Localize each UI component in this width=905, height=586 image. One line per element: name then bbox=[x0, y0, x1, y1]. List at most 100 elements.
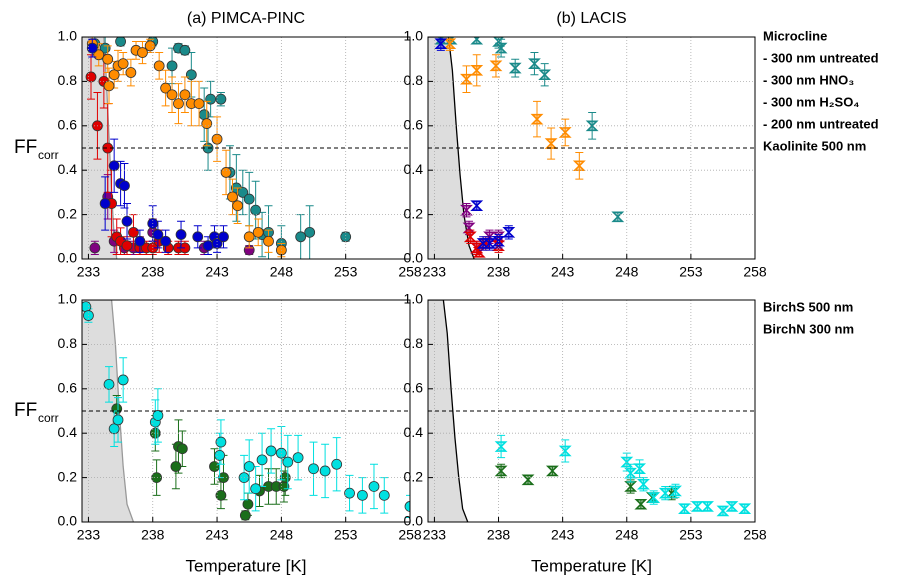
y-tick-label: 1.0 bbox=[404, 28, 424, 44]
x-tick-label: 253 bbox=[334, 264, 358, 280]
data-point bbox=[152, 410, 164, 421]
data-point bbox=[463, 231, 477, 243]
x-tick-label: 238 bbox=[487, 527, 511, 543]
data-point bbox=[669, 485, 682, 497]
data-point bbox=[193, 98, 205, 109]
data-point bbox=[282, 456, 294, 468]
data-point bbox=[117, 374, 129, 386]
data-point bbox=[368, 481, 380, 492]
data-point bbox=[585, 120, 599, 132]
x-tick-label: 243 bbox=[551, 264, 575, 280]
x-tick-label: 233 bbox=[77, 264, 101, 280]
data-point bbox=[176, 443, 188, 455]
y-tick-label: 1.0 bbox=[58, 28, 78, 44]
data-point bbox=[153, 60, 165, 72]
data-point bbox=[658, 487, 672, 499]
data-point bbox=[611, 211, 625, 223]
data-point bbox=[102, 53, 114, 65]
panel-title: (b) LACIS bbox=[556, 10, 626, 27]
data-point bbox=[637, 478, 650, 490]
plot-frame bbox=[427, 299, 756, 523]
data-point bbox=[103, 80, 115, 92]
data-point bbox=[521, 474, 535, 486]
y-tick-label: 0.2 bbox=[58, 468, 78, 484]
data-point bbox=[494, 465, 508, 477]
y-axis-label-subscript: corr bbox=[38, 411, 59, 425]
x-tick-label: 233 bbox=[77, 527, 101, 543]
data-point bbox=[128, 226, 139, 238]
data-point bbox=[331, 458, 343, 470]
data-point bbox=[470, 200, 484, 212]
shade-area bbox=[428, 300, 468, 522]
data-point bbox=[470, 242, 484, 254]
data-point bbox=[738, 503, 752, 514]
data-point bbox=[160, 235, 172, 247]
plot-area bbox=[428, 37, 625, 259]
y-tick-label: 0.6 bbox=[58, 380, 78, 396]
data-point bbox=[725, 501, 739, 512]
y-tick-label: 0.4 bbox=[58, 424, 78, 440]
data-point bbox=[494, 441, 508, 452]
data-point bbox=[152, 229, 164, 240]
data-point bbox=[256, 454, 268, 466]
data-point bbox=[198, 109, 210, 121]
data-point bbox=[99, 198, 111, 209]
y-tick-label: 0.0 bbox=[404, 513, 424, 529]
data-point bbox=[119, 180, 130, 192]
data-point bbox=[220, 167, 232, 178]
data-point bbox=[108, 160, 120, 172]
data-point bbox=[173, 98, 184, 109]
data-point bbox=[489, 60, 503, 72]
data-point bbox=[344, 487, 355, 499]
legend-title: Microcline bbox=[763, 28, 827, 43]
data-point bbox=[175, 229, 187, 240]
x-tick-label: 248 bbox=[615, 264, 639, 280]
y-tick-label: 0.2 bbox=[58, 205, 78, 221]
data-point bbox=[434, 38, 448, 49]
x-tick-label: 233 bbox=[423, 264, 447, 280]
data-point bbox=[112, 414, 124, 426]
data-point bbox=[185, 69, 197, 81]
panel-title: (a) PIMCA-PINC bbox=[187, 10, 305, 27]
data-point bbox=[134, 235, 146, 247]
data-point bbox=[634, 498, 648, 510]
data-point bbox=[137, 47, 148, 58]
y-tick-label: 0.4 bbox=[404, 424, 424, 440]
data-point bbox=[215, 489, 227, 501]
plot-frame bbox=[427, 36, 756, 260]
data-point bbox=[232, 200, 244, 212]
data-point bbox=[243, 231, 255, 243]
data-point bbox=[620, 456, 634, 468]
data-point bbox=[647, 492, 661, 503]
data-point bbox=[470, 37, 484, 45]
x-tick-label: 258 bbox=[743, 264, 767, 280]
data-point bbox=[242, 498, 254, 510]
y-tick-label: 0.6 bbox=[404, 117, 424, 133]
data-point bbox=[502, 227, 516, 238]
data-point bbox=[572, 160, 586, 172]
x-tick-label: 243 bbox=[205, 264, 229, 280]
legend-entry: BirchN 300 nm bbox=[763, 321, 854, 336]
data-point bbox=[243, 461, 255, 472]
data-point bbox=[121, 215, 133, 227]
data-point bbox=[166, 89, 178, 101]
x-tick-label: 233 bbox=[423, 527, 447, 543]
plot-frame bbox=[81, 299, 411, 523]
x-axis-label: Temperature [K] bbox=[531, 556, 652, 575]
y-axis-label: FF bbox=[14, 400, 37, 421]
data-point bbox=[215, 93, 227, 105]
data-point bbox=[160, 82, 172, 94]
y-tick-label: 0.4 bbox=[404, 161, 424, 177]
data-point bbox=[263, 235, 274, 247]
data-point bbox=[111, 403, 123, 415]
data-point bbox=[460, 73, 473, 85]
x-tick-label: 248 bbox=[270, 264, 294, 280]
y-tick-label: 0.0 bbox=[58, 250, 78, 266]
y-tick-label: 0.8 bbox=[404, 72, 424, 88]
x-tick-label: 238 bbox=[487, 264, 511, 280]
legend-entry: - 200 nm untreated bbox=[763, 116, 879, 131]
data-point bbox=[494, 42, 508, 54]
data-point bbox=[215, 436, 227, 448]
data-point bbox=[470, 65, 484, 76]
